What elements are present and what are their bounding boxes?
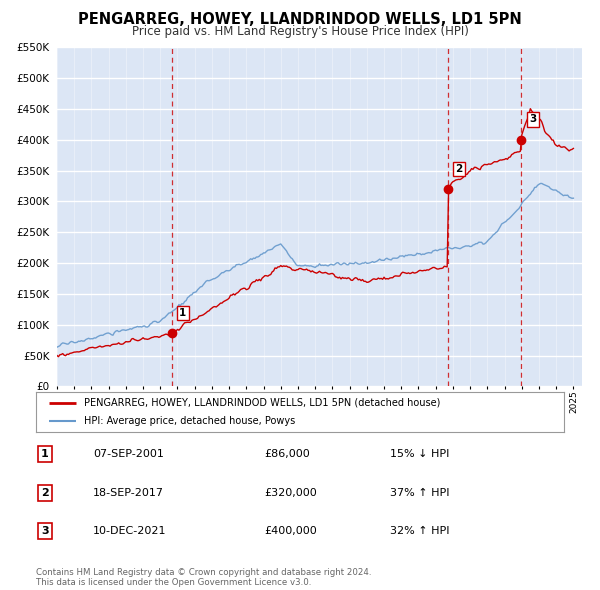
Text: 32% ↑ HPI: 32% ↑ HPI [390, 526, 449, 536]
Text: 10-DEC-2021: 10-DEC-2021 [93, 526, 167, 536]
Text: 18-SEP-2017: 18-SEP-2017 [93, 488, 164, 497]
Text: 2: 2 [455, 164, 462, 174]
Text: 3: 3 [41, 526, 49, 536]
Text: £320,000: £320,000 [264, 488, 317, 497]
Text: 07-SEP-2001: 07-SEP-2001 [93, 450, 164, 459]
Text: 2: 2 [41, 488, 49, 497]
Text: PENGARREG, HOWEY, LLANDRINDOD WELLS, LD1 5PN (detached house): PENGARREG, HOWEY, LLANDRINDOD WELLS, LD1… [83, 398, 440, 408]
Text: 1: 1 [179, 308, 186, 318]
Text: HPI: Average price, detached house, Powys: HPI: Average price, detached house, Powy… [83, 416, 295, 426]
Text: 3: 3 [529, 114, 536, 124]
Text: £86,000: £86,000 [264, 450, 310, 459]
Text: 1: 1 [41, 450, 49, 459]
Text: Contains HM Land Registry data © Crown copyright and database right 2024.
This d: Contains HM Land Registry data © Crown c… [36, 568, 371, 587]
Text: 37% ↑ HPI: 37% ↑ HPI [390, 488, 449, 497]
Text: PENGARREG, HOWEY, LLANDRINDOD WELLS, LD1 5PN: PENGARREG, HOWEY, LLANDRINDOD WELLS, LD1… [78, 12, 522, 27]
Text: 15% ↓ HPI: 15% ↓ HPI [390, 450, 449, 459]
Text: Price paid vs. HM Land Registry's House Price Index (HPI): Price paid vs. HM Land Registry's House … [131, 25, 469, 38]
Text: £400,000: £400,000 [264, 526, 317, 536]
